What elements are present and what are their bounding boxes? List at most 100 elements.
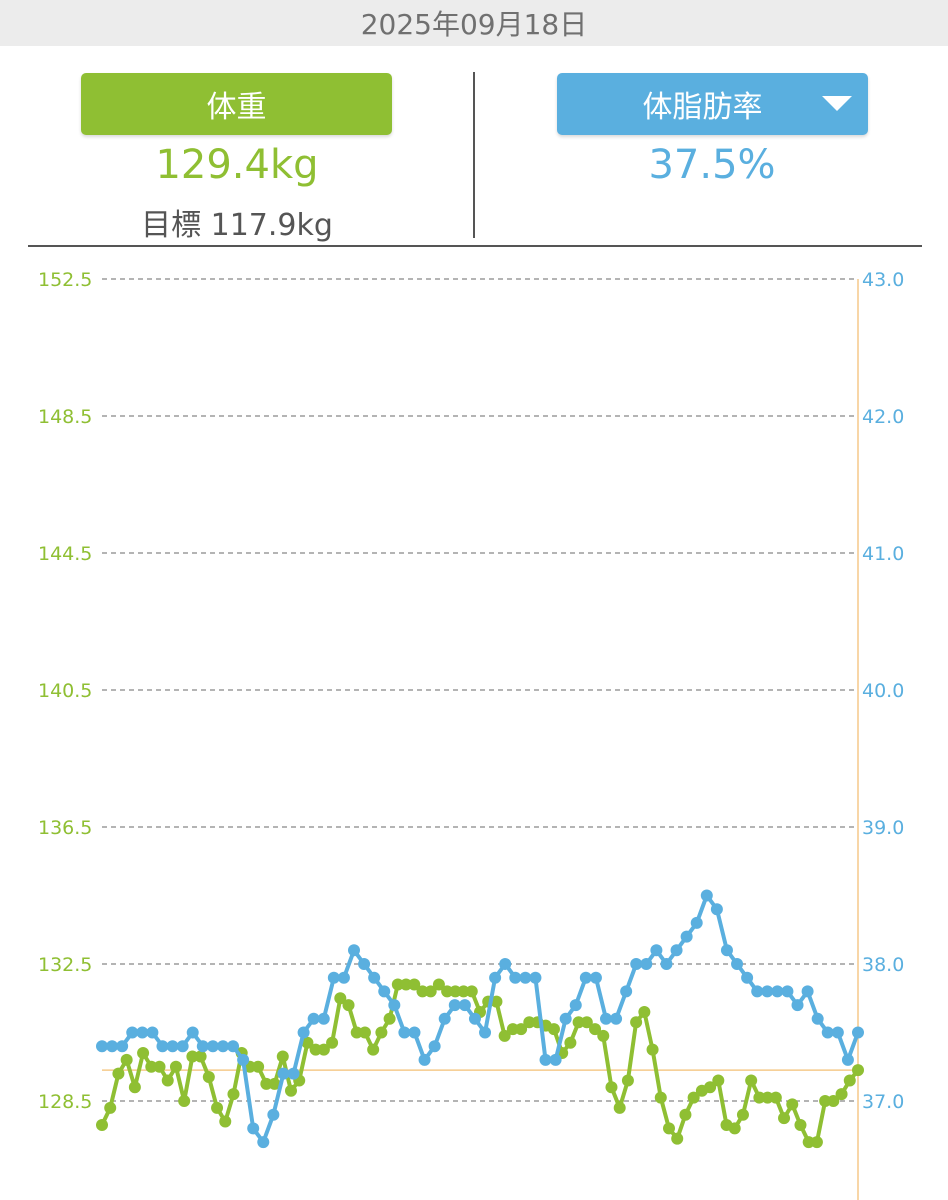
weight-point (317, 1043, 330, 1056)
body_fat-point (237, 1053, 250, 1066)
weight-point (391, 978, 404, 991)
body_fat-point (489, 971, 502, 984)
weight-value: 129.4kg (155, 142, 319, 188)
weight-point (350, 1026, 363, 1039)
right-tick-label: 42.0 (862, 406, 904, 428)
weight-point (424, 985, 437, 998)
weight-target: 目標 117.9kg (141, 208, 333, 243)
weight-point (646, 1043, 659, 1056)
weight-point (194, 1050, 207, 1063)
body_fat-point (247, 1122, 260, 1135)
body_fat-point (317, 1012, 330, 1025)
body_fat-point (418, 1053, 431, 1066)
weight-point (515, 1023, 528, 1036)
body_fat-point (741, 971, 754, 984)
body_fat-point (378, 985, 391, 998)
body_fat-point (720, 944, 733, 957)
body_fat-point (368, 971, 381, 984)
right-tick-label: 43.0 (862, 269, 904, 291)
right-tick-label: 39.0 (862, 817, 904, 839)
weight-point (761, 1091, 774, 1104)
trend-chart[interactable]: 152.5 43.0 148.5 42.0 144.5 41.0 140.5 40.0 136.… (0, 248, 948, 1200)
weight-point (630, 1016, 643, 1029)
body-fat-dropdown[interactable]: 体脂肪率 (557, 73, 868, 135)
body_fat-point (337, 971, 350, 984)
body_fat-point (257, 1136, 270, 1149)
body-fat-label: 体脂肪率 (642, 90, 763, 125)
weight-point (671, 1132, 684, 1145)
weight-point (490, 995, 503, 1008)
body_fat-point (630, 958, 643, 970)
weight-button[interactable]: 体重 (81, 73, 392, 135)
date-header[interactable]: 2025年09月18日 (0, 0, 948, 46)
weight-point (186, 1050, 199, 1063)
body_fat-point (559, 1012, 572, 1025)
body_fat-point (479, 1026, 492, 1039)
body_fat-point (388, 999, 401, 1012)
weight-point (523, 1016, 536, 1029)
weight-point (268, 1077, 281, 1090)
body_fat-point (297, 1026, 310, 1039)
body_fat-point (811, 1012, 824, 1025)
body_fat-point (458, 999, 471, 1012)
body_fat-point (650, 944, 663, 957)
body_fat-point (398, 1026, 411, 1039)
weight-point (104, 1101, 117, 1114)
body_fat-point (176, 1040, 189, 1053)
weight-point (597, 1029, 610, 1042)
body_fat-point (196, 1040, 209, 1053)
body_fat-point (529, 971, 542, 984)
weight-point (687, 1091, 700, 1104)
body_fat-point (821, 1026, 834, 1039)
weight-point (161, 1074, 174, 1087)
weight-point (778, 1112, 791, 1125)
weight-point (260, 1077, 273, 1090)
body_fat-point (680, 930, 693, 943)
weight-point (219, 1115, 232, 1128)
body_fat-point (731, 958, 744, 970)
left-tick-label: 148.5 (38, 406, 92, 428)
left-tick-label: 140.5 (38, 680, 92, 702)
body_fat-point (670, 944, 683, 957)
body_fat-point (771, 985, 784, 998)
body_fat-point (227, 1040, 240, 1053)
weight-point (835, 1088, 848, 1101)
weight-point (285, 1084, 297, 1097)
body_fat-point (852, 1026, 864, 1039)
left-tick-label: 136.5 (38, 817, 92, 839)
body_fat-point (277, 1067, 290, 1080)
weight-point (621, 1074, 634, 1087)
weight-point (736, 1108, 749, 1121)
weight-point (728, 1122, 741, 1135)
weight-point (309, 1043, 322, 1056)
weight-panel: 体重 129.4kg 目標 117.9kg (0, 46, 474, 248)
body_fat-point (358, 958, 371, 970)
body_fat-point (307, 1012, 320, 1025)
left-tick-label: 152.5 (38, 269, 92, 291)
chart-svg: 152.5 43.0 148.5 42.0 144.5 41.0 140.5 40.0 136.… (38, 269, 904, 1200)
weight-point (178, 1095, 191, 1107)
weight-point (704, 1081, 717, 1094)
weight-point (654, 1091, 667, 1104)
body_fat-point (267, 1108, 280, 1121)
weight-point (375, 1026, 388, 1039)
body_fat-point (126, 1026, 139, 1039)
weight-point (153, 1060, 166, 1073)
weight-point (416, 985, 429, 998)
body-fat-panel: 体脂肪率 37.5% (476, 46, 948, 248)
body_fat-point (640, 958, 653, 970)
body_fat-point (116, 1040, 129, 1053)
weight-point (211, 1101, 224, 1114)
body_fat-point (156, 1040, 169, 1053)
body_fat-point (438, 1012, 451, 1025)
left-tick-label: 132.5 (38, 954, 92, 976)
weight-point (441, 985, 454, 998)
right-tick-label: 38.0 (862, 954, 904, 976)
body_fat-point (327, 971, 340, 984)
chevron-down-icon (822, 96, 852, 111)
weight-point (202, 1071, 215, 1084)
weight-point (769, 1091, 782, 1104)
body_fat-point (408, 1026, 421, 1039)
body_fat-point (216, 1040, 229, 1053)
body_fat-point (468, 1012, 481, 1025)
